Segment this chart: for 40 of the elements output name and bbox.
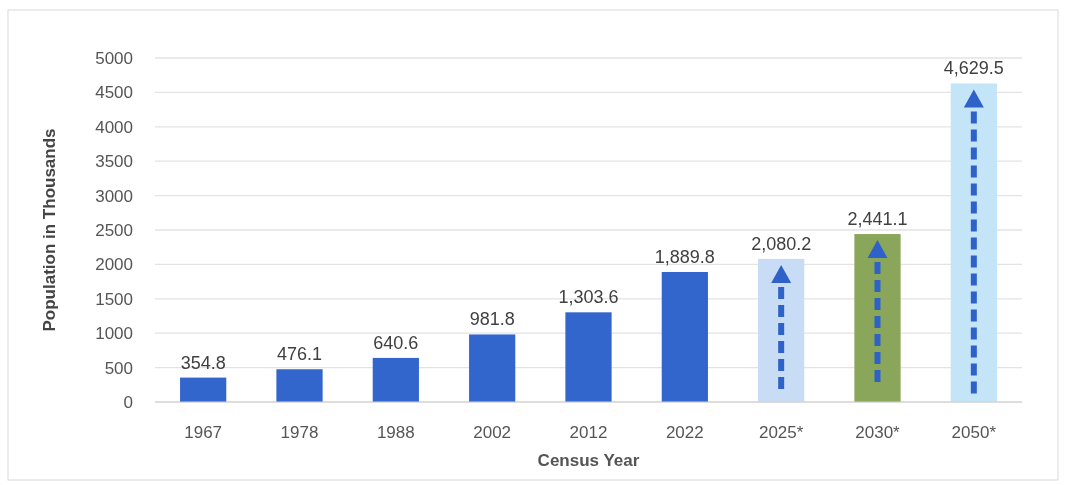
y-tick-label: 3500 xyxy=(95,152,133,172)
data-label: 4,629.5 xyxy=(943,58,1004,79)
x-tick-label: 2012 xyxy=(569,423,608,442)
y-tick-label: 0 xyxy=(123,392,133,412)
bar xyxy=(854,234,901,402)
bar xyxy=(276,369,323,402)
x-tick-label: 1988 xyxy=(376,423,415,442)
bar xyxy=(661,271,708,402)
bar xyxy=(565,312,612,402)
y-tick-label: 1500 xyxy=(95,289,133,309)
y-tick-label: 3000 xyxy=(95,186,133,206)
data-label: 981.8 xyxy=(469,309,515,330)
y-tick-label: 1000 xyxy=(95,324,133,344)
y-tick-label: 5000 xyxy=(95,48,133,68)
y-tick-label: 4500 xyxy=(95,83,133,103)
y-tick-label: 2500 xyxy=(95,220,133,240)
bar xyxy=(469,334,516,402)
x-tick-label: 2022 xyxy=(665,423,704,442)
data-label: 476.1 xyxy=(276,344,323,365)
y-axis-title: Population in Thousands xyxy=(40,128,59,332)
x-tick-label: 2050* xyxy=(951,423,997,442)
data-label: 354.8 xyxy=(180,352,226,373)
x-tick-label: 2002 xyxy=(473,423,512,442)
data-label: 2,080.2 xyxy=(751,233,812,254)
data-label: 1,889.8 xyxy=(654,246,715,267)
y-tick-label: 500 xyxy=(104,358,133,378)
bar xyxy=(180,377,227,402)
x-axis-title: Census Year xyxy=(537,451,640,470)
data-label: 640.6 xyxy=(373,332,419,353)
x-tick-label: 1967 xyxy=(184,423,223,442)
x-tick-label: 2025* xyxy=(758,423,804,442)
y-tick-label: 4000 xyxy=(95,117,133,137)
x-tick-label: 1978 xyxy=(280,423,319,442)
data-label: 2,441.1 xyxy=(847,209,908,230)
bar xyxy=(758,258,805,402)
data-label: 1,303.6 xyxy=(558,287,619,308)
bar xyxy=(372,357,419,402)
x-tick-label: 2030* xyxy=(855,423,901,442)
y-tick-label: 2000 xyxy=(95,255,133,275)
bar xyxy=(950,83,997,402)
